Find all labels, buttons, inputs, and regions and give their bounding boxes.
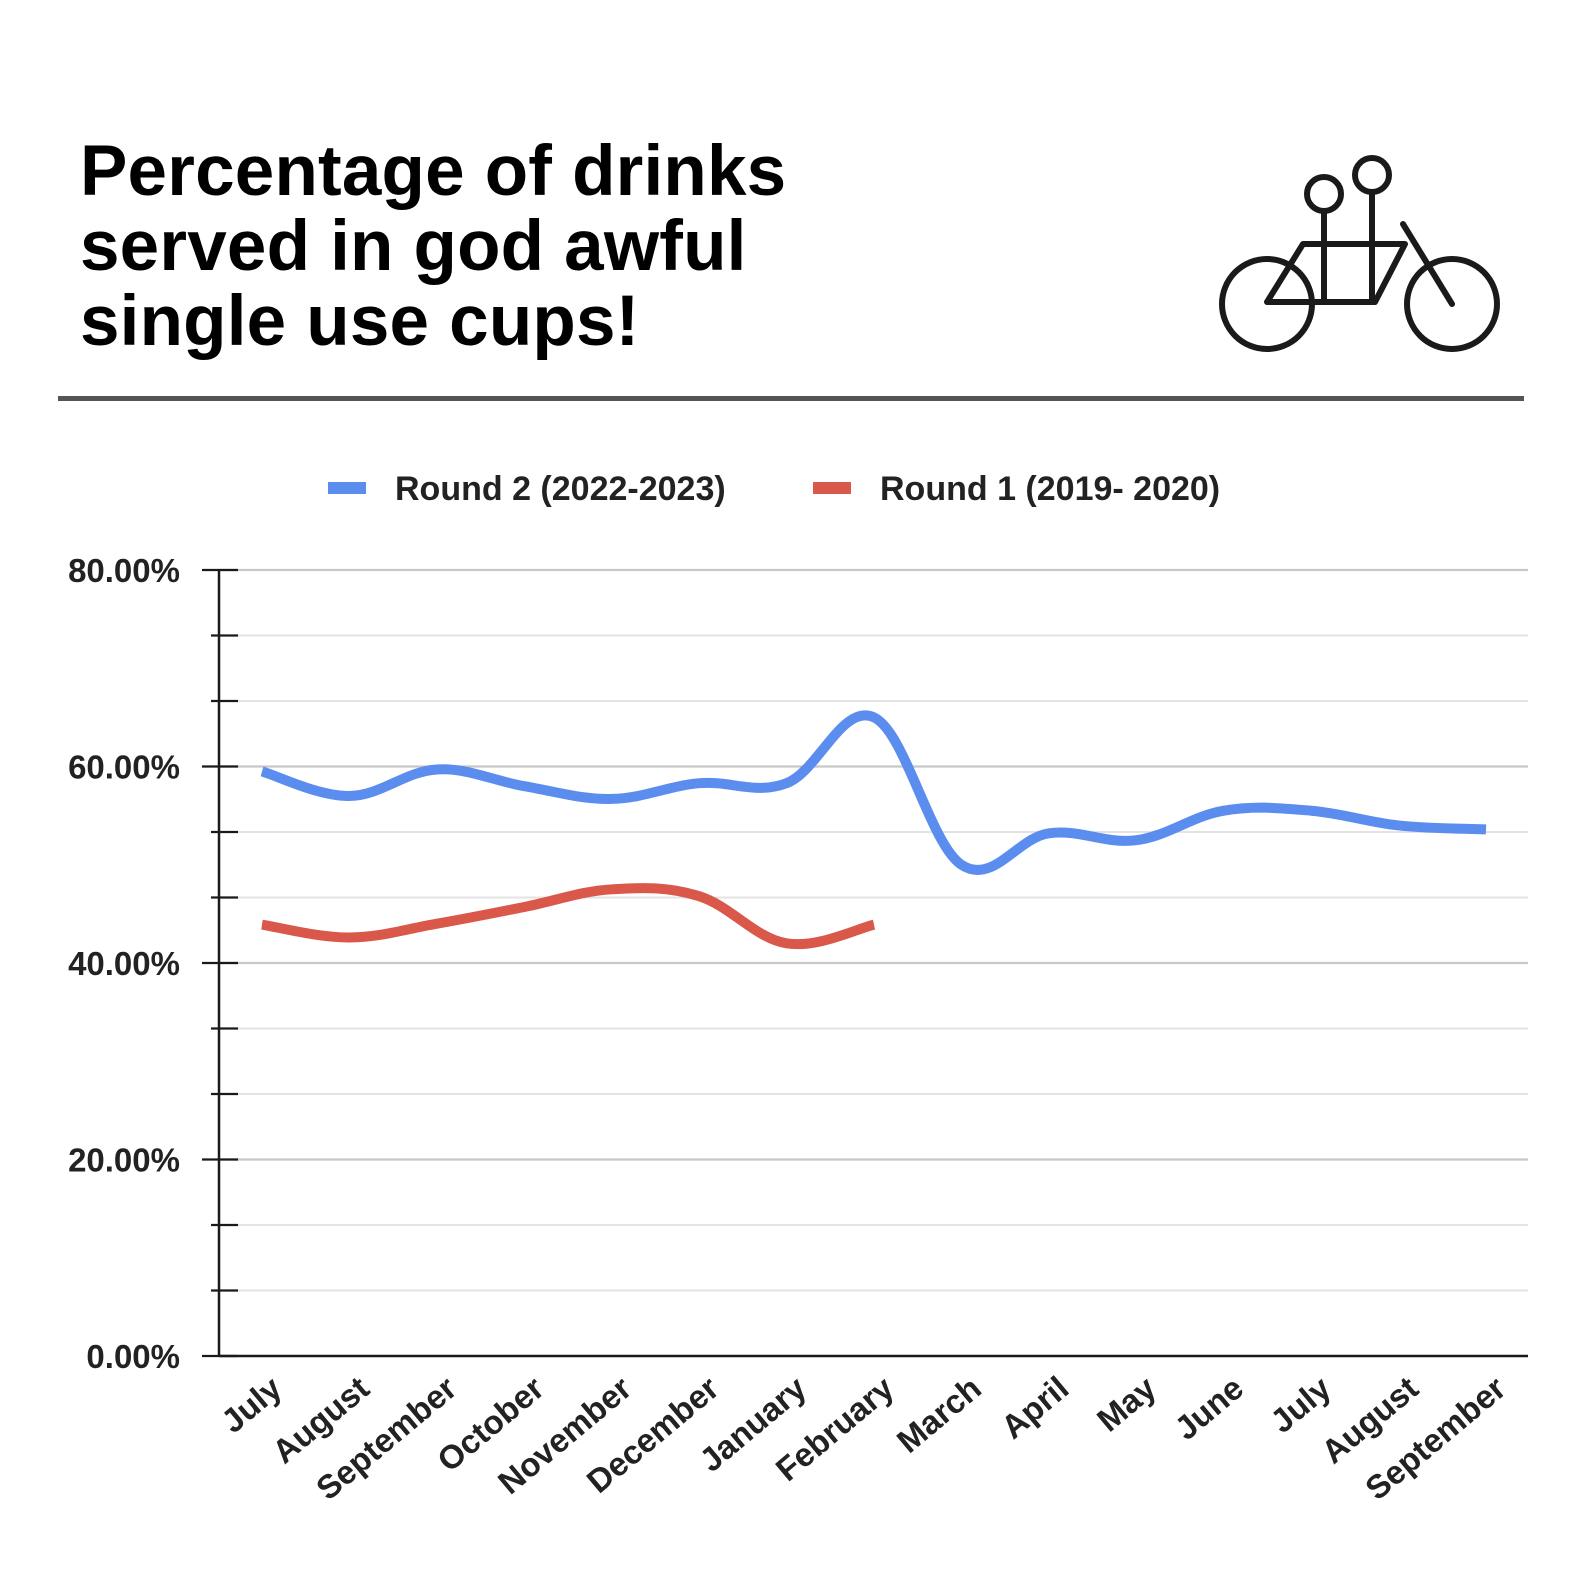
data-point [694,778,704,788]
data-point [432,919,442,929]
y-tick-label: 60.00% [68,749,180,786]
x-tick-label: March [890,1369,988,1460]
page-title: Percentage of drinks served in god awful… [80,132,787,361]
data-point [432,764,442,774]
y-tick-label: 40.00% [68,945,180,982]
x-tick-label: April [994,1369,1075,1446]
x-tick-label: May [1090,1369,1163,1439]
data-point [1394,820,1404,830]
legend-label: Round 1 (2019- 2020) [880,470,1220,508]
series-line-2 [261,883,876,950]
data-point [519,902,529,912]
title-divider [58,396,1524,401]
x-tick-label: June [1167,1369,1250,1447]
data-point [1481,824,1491,834]
data-point [1306,806,1316,816]
data-point [607,794,617,804]
data-point [869,712,879,722]
y-tick-label: 0.00% [86,1338,180,1375]
x-tick-label: July [1263,1369,1338,1440]
data-point [869,920,879,930]
data-point [1044,828,1054,838]
y-tick-label: 20.00% [68,1142,180,1179]
x-tick-label: July [214,1369,289,1440]
data-point [607,884,617,894]
data-point [1219,806,1229,816]
data-point [1131,835,1141,845]
data-point [344,932,354,942]
data-point [257,766,267,776]
legend-label: Round 2 (2022-2023) [395,470,726,508]
series-line-1 [260,710,1487,875]
data-point [257,920,267,930]
data-point [956,860,966,870]
data-point [694,891,704,901]
y-tick-label: 80.00% [68,552,180,589]
data-point [782,778,792,788]
data-point [519,781,529,791]
tandem-bicycle-icon [1219,155,1500,352]
data-point [344,791,354,801]
data-point [782,938,792,948]
